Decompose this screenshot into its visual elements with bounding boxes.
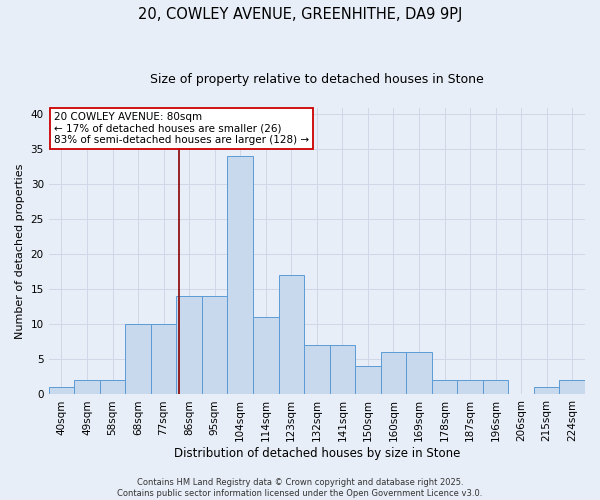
Bar xyxy=(457,380,483,394)
Bar xyxy=(74,380,100,394)
Bar xyxy=(483,380,508,394)
Bar xyxy=(380,352,406,395)
Bar xyxy=(125,324,151,394)
Bar xyxy=(151,324,176,394)
Bar xyxy=(202,296,227,394)
Text: 20 COWLEY AVENUE: 80sqm
← 17% of detached houses are smaller (26)
83% of semi-de: 20 COWLEY AVENUE: 80sqm ← 17% of detache… xyxy=(54,112,309,145)
Bar xyxy=(253,318,278,394)
Bar xyxy=(49,388,74,394)
Title: Size of property relative to detached houses in Stone: Size of property relative to detached ho… xyxy=(150,72,484,86)
Bar xyxy=(329,346,355,395)
Text: 20, COWLEY AVENUE, GREENHITHE, DA9 9PJ: 20, COWLEY AVENUE, GREENHITHE, DA9 9PJ xyxy=(138,8,462,22)
Bar xyxy=(176,296,202,394)
Bar xyxy=(278,276,304,394)
Bar xyxy=(304,346,329,395)
Bar xyxy=(432,380,457,394)
Bar xyxy=(406,352,432,395)
Bar xyxy=(559,380,585,394)
Bar xyxy=(227,156,253,394)
X-axis label: Distribution of detached houses by size in Stone: Distribution of detached houses by size … xyxy=(173,447,460,460)
Bar xyxy=(534,388,559,394)
Text: Contains HM Land Registry data © Crown copyright and database right 2025.
Contai: Contains HM Land Registry data © Crown c… xyxy=(118,478,482,498)
Bar xyxy=(355,366,380,394)
Bar xyxy=(100,380,125,394)
Y-axis label: Number of detached properties: Number of detached properties xyxy=(15,164,25,338)
